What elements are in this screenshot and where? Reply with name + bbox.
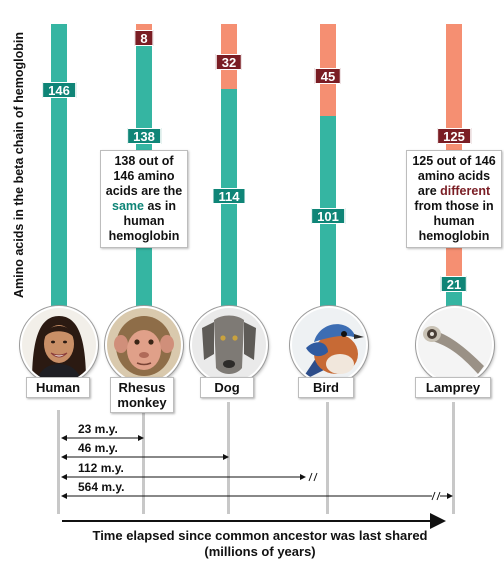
organism-label-monkey: Rhesus monkey	[110, 377, 174, 413]
different-count-dog: 32	[215, 54, 243, 70]
span-break-mark-112	[308, 472, 313, 482]
lamprey-callout: 125 out of 146 amino acids are different…	[406, 150, 502, 248]
same-count-dog: 114	[212, 188, 246, 204]
organism-label-human: Human	[26, 377, 90, 398]
same-count-human: 146	[42, 82, 76, 98]
timeline-line-human	[57, 410, 60, 514]
bar-same-dog	[221, 89, 237, 322]
span-label-46: 46 m.y.	[78, 441, 118, 455]
human-face-icon	[20, 306, 98, 384]
same-highlight: same	[112, 199, 144, 213]
timeline-line-bird	[326, 402, 329, 514]
bird-icon	[290, 306, 368, 384]
span-break-gap-564	[432, 492, 440, 500]
timeline-line-lamprey	[452, 402, 455, 514]
lamprey-icon	[416, 306, 494, 384]
bar-same-human	[51, 24, 67, 322]
span-break-mark-564	[431, 491, 436, 501]
timeline-line-monkey	[142, 412, 145, 514]
different-count-monkey: 8	[134, 30, 154, 46]
same-count-bird: 101	[311, 208, 345, 224]
x-axis-label: Time elapsed since common ancestor was l…	[92, 528, 428, 559]
span-label-564: 564 m.y.	[78, 480, 125, 494]
span-break-gap-112	[309, 473, 317, 481]
span-label-112: 112 m.y.	[78, 461, 124, 475]
organism-label-bird: Bird	[298, 377, 354, 398]
different-highlight: different	[440, 184, 491, 198]
span-break-mark-564	[436, 491, 441, 501]
different-count-bird: 45	[314, 68, 342, 84]
span-break-mark-112	[313, 472, 318, 482]
same-count-monkey: 138	[127, 128, 161, 144]
monkey-face-icon	[105, 306, 183, 384]
organism-label-lamprey: Lamprey	[415, 377, 491, 398]
different-count-lamprey: 125	[437, 128, 471, 144]
organism-label-dog: Dog	[200, 377, 254, 398]
dog-face-icon	[190, 306, 268, 384]
same-count-lamprey: 21	[440, 276, 468, 292]
monkey-callout: 138 out of 146 amino acids are the same …	[100, 150, 188, 248]
span-label-23: 23 m.y.	[78, 422, 118, 436]
